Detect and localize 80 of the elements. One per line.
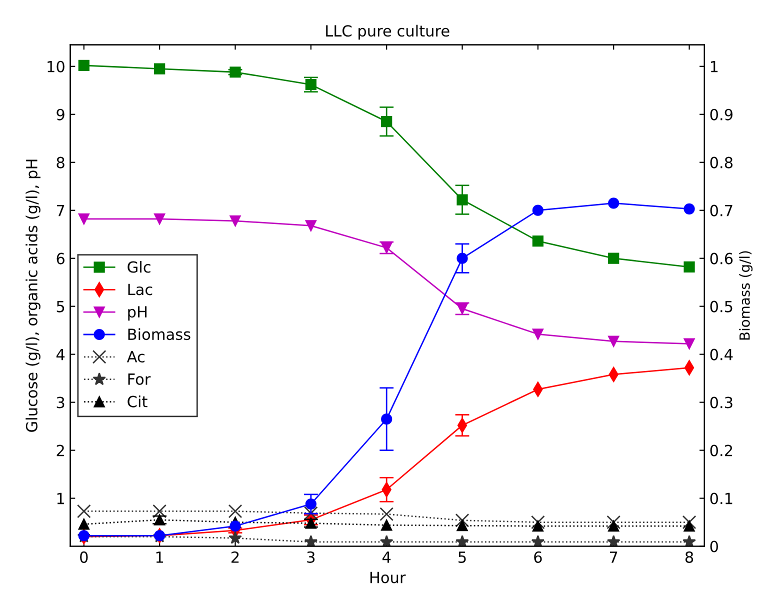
- y2-tick-label: 0.6: [710, 252, 733, 264]
- y2-axis-title: Biomass (g/l): [739, 251, 753, 340]
- point: [152, 504, 167, 518]
- y2-tick-label: 0.4: [710, 348, 733, 360]
- y-tick-label: 9: [56, 108, 64, 120]
- y2-tick-label: 0.5: [710, 300, 732, 312]
- y-tick-label: 10: [48, 60, 64, 72]
- y-axis-title: Glucose (g/l), organic acids (g/l), pH: [26, 160, 40, 432]
- x-tick-label: 8: [685, 551, 694, 563]
- point: [684, 520, 695, 532]
- y-tick-label: 4: [56, 348, 65, 360]
- point: [684, 261, 695, 273]
- y-tick-label: 1: [57, 492, 64, 504]
- legend-label: Biomass: [128, 328, 190, 340]
- point: [532, 520, 544, 532]
- point: [456, 194, 468, 206]
- y2-tick-label: 0.1: [710, 492, 732, 504]
- point: [531, 534, 545, 546]
- point: [606, 534, 620, 546]
- point: [532, 204, 544, 216]
- y2-tick-label: 0.8: [710, 156, 733, 168]
- legend-label: Lac: [128, 284, 152, 296]
- y2-tick-label: 0.7: [710, 204, 732, 216]
- point: [682, 534, 696, 546]
- point: [380, 534, 394, 546]
- point: [608, 336, 620, 347]
- point: [684, 338, 695, 350]
- point: [228, 504, 242, 518]
- x-tick-label: 4: [382, 552, 391, 563]
- point: [456, 534, 469, 546]
- point: [532, 328, 544, 340]
- y-tick-label: 7: [56, 205, 64, 216]
- point: [78, 60, 90, 71]
- x-tick-label: 2: [232, 551, 239, 563]
- chart-title: LLC pure culture: [326, 24, 450, 40]
- point: [230, 520, 241, 532]
- y-tick-label: 5: [56, 300, 64, 312]
- y-tick-label: 3: [56, 396, 64, 408]
- point: [154, 213, 166, 225]
- point: [682, 515, 696, 530]
- y2-tick-label: 0.3: [710, 396, 732, 408]
- legend-label: pH: [128, 306, 146, 321]
- y-tick-label: 8: [56, 156, 64, 168]
- point: [455, 513, 470, 528]
- legend-label: Cit: [128, 396, 148, 408]
- legend-label: For: [128, 374, 151, 385]
- y2-tick-label: 0: [710, 540, 718, 552]
- x-tick-label: 1: [156, 552, 164, 563]
- point: [305, 220, 316, 232]
- point: [381, 520, 392, 531]
- point: [606, 515, 621, 530]
- point: [304, 506, 318, 520]
- x-tick-label: 5: [458, 552, 466, 563]
- point: [76, 504, 91, 518]
- y2-tick-label: 1: [710, 61, 718, 72]
- point: [608, 198, 620, 209]
- x-tick-label: 7: [610, 552, 618, 563]
- point: [608, 252, 620, 264]
- point: [380, 507, 394, 522]
- point: [228, 531, 242, 544]
- x-tick-label: 6: [534, 551, 542, 563]
- y2-tick-label: 0.2: [710, 444, 732, 456]
- x-tick-label: 0: [80, 551, 88, 563]
- point: [608, 520, 620, 532]
- point: [684, 203, 695, 214]
- point: [154, 63, 166, 74]
- point: [456, 520, 468, 532]
- point: [78, 213, 90, 225]
- point: [304, 534, 318, 546]
- y-tick-label: 6: [56, 252, 64, 264]
- y-tick-label: 2: [56, 444, 64, 456]
- legend-label: Ac: [126, 351, 144, 362]
- y2-tick-label: 0.9: [710, 108, 732, 120]
- point: [230, 215, 241, 226]
- point: [532, 235, 544, 247]
- x-tick-label: 3: [307, 551, 315, 563]
- point: [530, 515, 545, 530]
- point: [78, 518, 90, 530]
- legend-label: Glc: [128, 260, 150, 273]
- x-axis-title: Hour: [370, 572, 406, 584]
